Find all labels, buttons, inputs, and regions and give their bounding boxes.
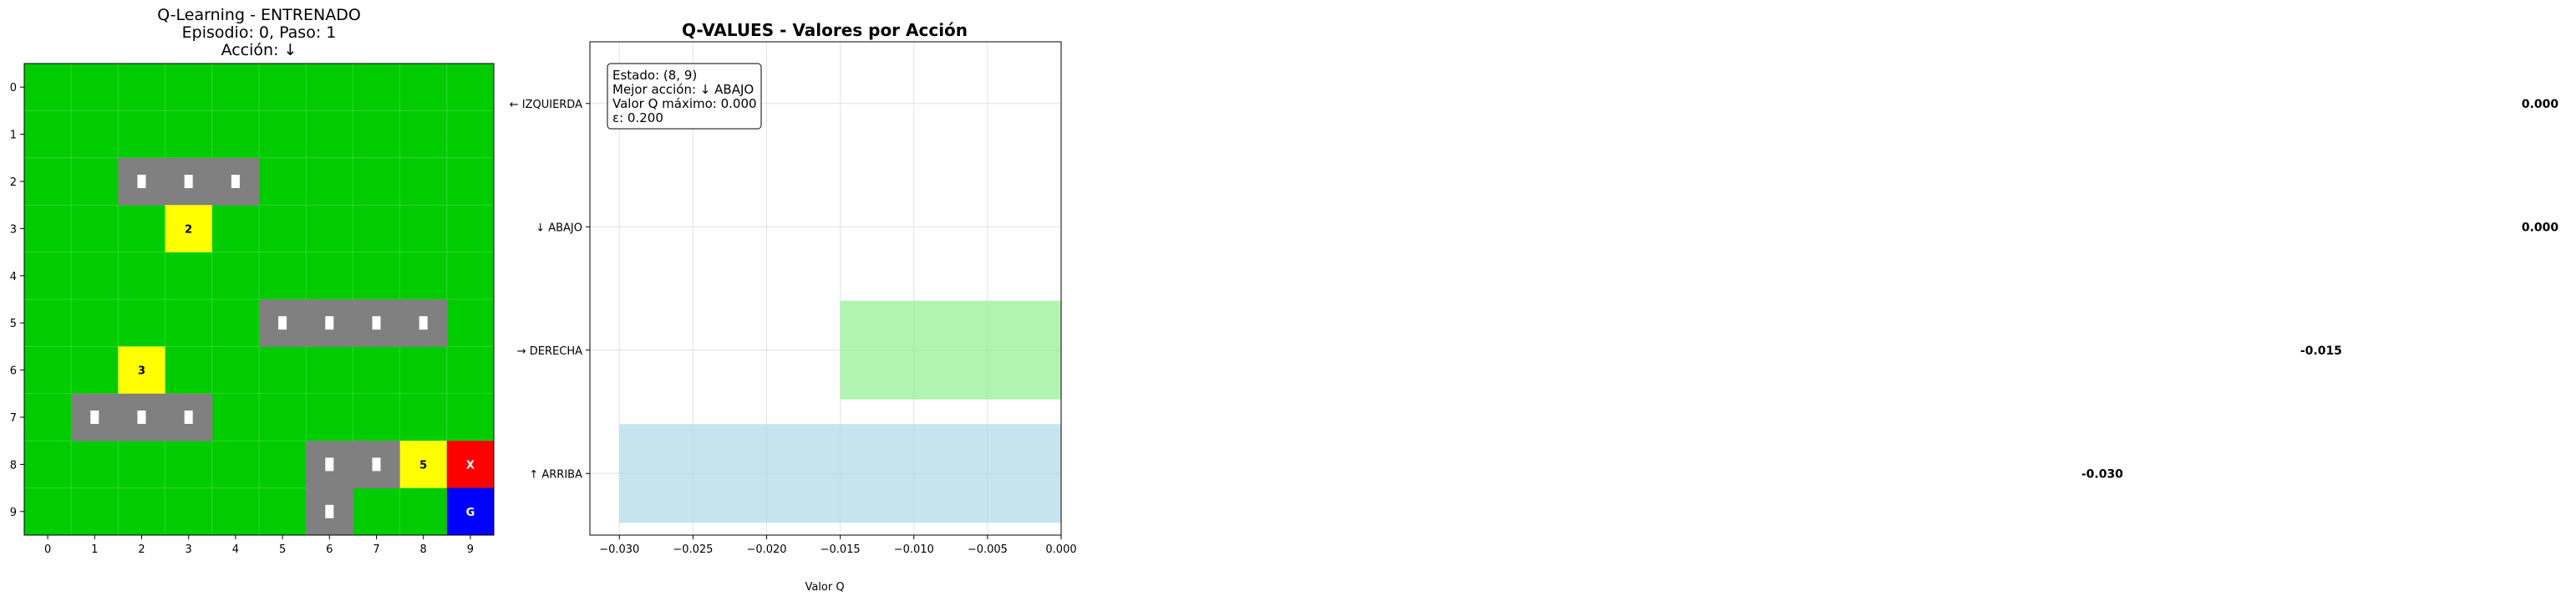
- info-best-action: Mejor acción: ↓ ABAJO: [612, 82, 754, 97]
- info-box: Estado: (8, 9) Mejor acción: ↓ ABAJO Val…: [607, 63, 762, 130]
- road-marker: [372, 316, 381, 330]
- grid-y-tick-label: 5: [10, 318, 17, 330]
- chart-x-tick-label: −0.010: [894, 543, 934, 556]
- numbered-cell-label: 3: [138, 365, 145, 378]
- goal-label: G: [466, 507, 475, 519]
- road-marker: [419, 316, 428, 330]
- grid-frame: [23, 63, 495, 536]
- road-marker: [325, 457, 334, 472]
- info-state: Estado: (8, 9): [612, 68, 697, 83]
- road-marker: [184, 175, 193, 188]
- chart-category-label: ↑ ARRIBA: [529, 468, 582, 481]
- grid-x-tick-label: 0: [44, 543, 51, 556]
- chart-value-labels: 0.000 0.000 -0.015 -0.030: [2081, 98, 2558, 482]
- grid-y-tick-label: 7: [10, 412, 17, 425]
- chart-bar: [619, 424, 1061, 523]
- grid-cells: 2 3 5 X G: [24, 64, 494, 536]
- grid-y-tick-label: 3: [10, 223, 17, 236]
- grid-y-tick-label: 8: [10, 459, 17, 472]
- grid-y-tick-label: 9: [10, 507, 17, 519]
- grid-y-tick-label: 1: [10, 130, 17, 142]
- chart-x-tick-label: −0.030: [599, 543, 639, 556]
- numbered-cell-label: 5: [419, 459, 427, 472]
- grid-x-tick-label: 5: [279, 543, 286, 556]
- chart-category-label: → DERECHA: [517, 345, 582, 358]
- grid-x-tick-label: 1: [91, 543, 98, 556]
- chart-x-tick-label: −0.025: [673, 543, 713, 556]
- numbered-cell: [118, 346, 165, 394]
- chart-x-tick-label: 0.000: [1045, 543, 1076, 556]
- chart-bar: [840, 300, 1061, 400]
- chart-bars: [619, 300, 1061, 523]
- grid-x-tick-label: 4: [232, 543, 239, 556]
- chart-x-ticks: −0.030 −0.025 −0.020 −0.015 −0.010 −0.005 0.00…: [599, 535, 1077, 556]
- chart-x-axis-label: Valor Q: [805, 581, 844, 594]
- chart-category-label: ↓ ABAJO: [536, 222, 582, 234]
- goal-cell: [446, 487, 494, 535]
- grid-x-tick-label: 6: [326, 543, 333, 556]
- road-marker: [372, 457, 381, 472]
- grid-title-line3: Acción: ↓: [221, 41, 297, 59]
- road-marker: [325, 504, 334, 518]
- road-marker: [137, 175, 146, 188]
- road-marker: [184, 411, 193, 424]
- grid-x-tick-label: 9: [467, 543, 474, 556]
- grid-x-tick-label: 2: [138, 543, 145, 556]
- chart-category-label: ← IZQUIERDA: [510, 99, 582, 111]
- grid-y-tick-label: 4: [10, 271, 17, 283]
- agent-cell: [446, 441, 494, 488]
- grid-y-tick-label: 6: [10, 365, 17, 378]
- grid-y-ticks: 0 1 2 3 4 5 6 7 8 9: [10, 82, 24, 519]
- chart-value-label: -0.030: [2081, 467, 2123, 481]
- road-marker: [325, 316, 334, 330]
- chart-y-ticks: ← IZQUIERDA ↓ ABAJO → DERECHA ↑ ARRIBA: [510, 99, 590, 481]
- chart-x-tick-label: −0.020: [746, 543, 786, 556]
- qvalues-chart: Q-VALUES - Valores por Acción −0.030 −0.0…: [510, 20, 2559, 594]
- info-box-frame: [607, 63, 762, 130]
- chart-x-tick-label: −0.005: [968, 543, 1008, 556]
- chart-value-label: 0.000: [2522, 221, 2559, 234]
- road-marker: [278, 316, 287, 330]
- grid-title-line1: Q-Learning - ENTRENADO: [157, 6, 361, 24]
- chart-x-tick-label: −0.015: [821, 543, 861, 556]
- grid-y-tick-label: 2: [10, 176, 17, 189]
- chart-value-label: -0.015: [2300, 344, 2342, 358]
- chart-axes-frame: [589, 41, 1062, 536]
- grid-panel: Q-Learning - ENTRENADO Episodio: 0, Paso…: [10, 6, 495, 556]
- chart-title: Q-VALUES - Valores por Acción: [682, 20, 968, 40]
- chart-value-label: 0.000: [2522, 98, 2559, 111]
- info-max-q: Valor Q máximo: 0.000: [612, 96, 757, 111]
- numbered-cell-label: 2: [185, 223, 192, 236]
- info-epsilon: ε: 0.200: [612, 110, 663, 125]
- grid-title-line2: Episodio: 0, Paso: 1: [182, 23, 337, 42]
- agent-label: X: [466, 459, 475, 472]
- grid-y-tick-label: 0: [10, 82, 17, 94]
- grid-x-ticks: 0 1 2 3 4 5 6 7 8 9: [44, 535, 474, 556]
- grid-x-tick-label: 7: [373, 543, 379, 556]
- road-marker: [137, 411, 146, 424]
- numbered-cell: [165, 205, 212, 253]
- grid-x-tick-label: 8: [420, 543, 427, 556]
- road-marker: [90, 411, 99, 424]
- grid-x-tick-label: 3: [185, 543, 192, 556]
- road-marker: [231, 175, 240, 188]
- numbered-cell: [399, 441, 447, 488]
